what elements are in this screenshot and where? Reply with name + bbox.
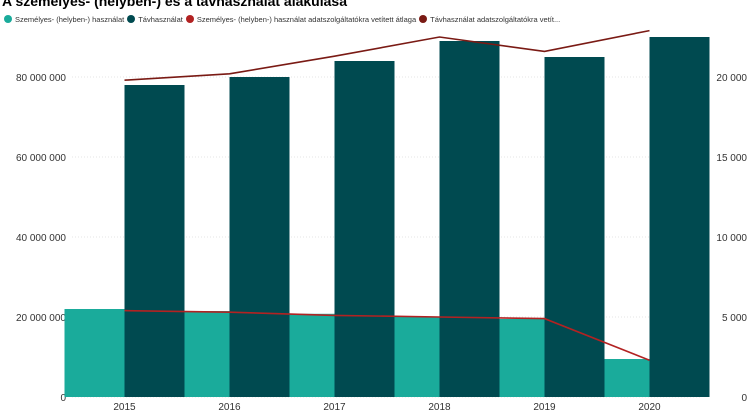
legend-marker-icon: [127, 15, 136, 23]
y-right-tick-label: 10 000: [716, 233, 747, 244]
x-tick-label: 2015: [113, 402, 136, 412]
legend-item[interactable]: Távhasználat adatszolgáltatókra vetít...: [419, 15, 560, 24]
bar: [229, 77, 290, 397]
legend-label: Távhasználat: [138, 14, 183, 24]
legend-marker-icon: [185, 15, 194, 23]
legend: Személyes- (helyben-) használat Távhaszná…: [4, 12, 563, 26]
series-line: [124, 29, 650, 81]
legend-label: Személyes- (helyben-) használat adatszol…: [196, 14, 417, 24]
y-left-tick-label: 60 000 000: [16, 153, 66, 164]
series-line: [124, 309, 650, 361]
x-tick-label: 2016: [218, 402, 241, 412]
x-tick-label: 2018: [428, 402, 451, 412]
y-right-tick-label: 15 000: [716, 153, 747, 164]
y-left-tick-label: 40 000 000: [16, 233, 66, 244]
y-left-tick-label: 20 000 000: [16, 313, 66, 324]
bar: [124, 85, 185, 397]
legend-item[interactable]: Távhasználat: [127, 15, 183, 24]
bar: [544, 57, 605, 397]
x-tick-label: 2017: [323, 402, 346, 412]
legend-item[interactable]: Személyes- (helyben-) használat adatszol…: [185, 14, 417, 24]
y-left-tick-label: 0: [60, 393, 66, 404]
y-right-tick-label: 20 000: [716, 73, 747, 84]
bar: [334, 61, 395, 397]
bar: [64, 309, 125, 397]
legend-marker-icon: [4, 15, 12, 23]
bar: [439, 41, 500, 397]
x-tick-label: 2019: [533, 402, 556, 412]
y-right-tick-label: 0: [741, 393, 747, 404]
x-tick-label: 2020: [638, 402, 661, 412]
legend-marker-icon: [419, 15, 428, 23]
bar: [649, 37, 710, 397]
legend-item[interactable]: Személyes- (helyben-) használat: [4, 15, 124, 24]
legend-label: Személyes- (helyben-) használat: [15, 14, 125, 24]
y-right-tick-label: 5 000: [722, 313, 747, 324]
chart-title: A személyes- (helyben-) és a távhasznála…: [2, 0, 347, 9]
legend-label: Távhasználat adatszolgáltatókra vetít...: [430, 14, 561, 24]
y-left-tick-label: 80 000 000: [16, 73, 66, 84]
